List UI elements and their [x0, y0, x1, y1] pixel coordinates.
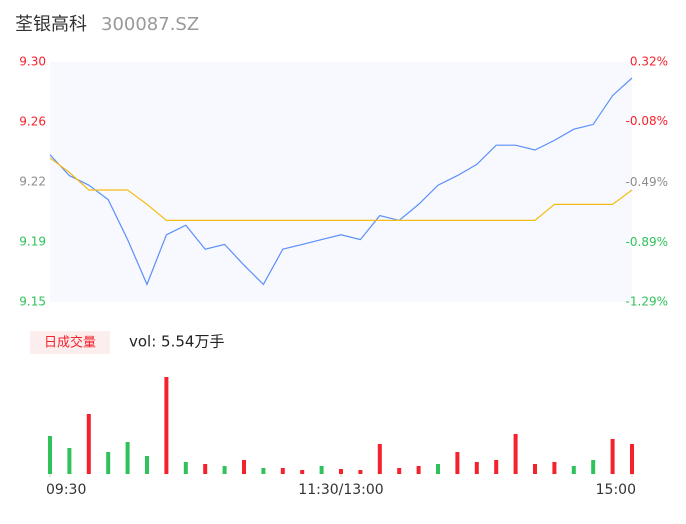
- x-tick-label: 09:30: [46, 482, 86, 498]
- y2-tick-label: -0.49%: [626, 175, 668, 189]
- volume-bar: [164, 377, 169, 474]
- volume-bar: [377, 444, 382, 474]
- volume-bar: [319, 466, 324, 474]
- price-line: [49, 157, 633, 221]
- volume-bar: [474, 462, 479, 474]
- volume-bar: [86, 414, 91, 474]
- volume-bar: [571, 466, 576, 474]
- y-tick-label: 9.30: [19, 55, 46, 69]
- volume-bar: [242, 460, 246, 474]
- volume-bar: [48, 436, 52, 474]
- volume-bar: [358, 470, 363, 474]
- y-tick-label: 9.15: [19, 295, 46, 309]
- volume-bar: [183, 462, 188, 474]
- volume-bar: [416, 466, 421, 474]
- volume-bar: [145, 456, 149, 474]
- x-tick-label: 15:00: [596, 482, 636, 498]
- volume-bar: [436, 464, 440, 474]
- y-tick-label: 9.26: [19, 115, 46, 129]
- volume-bar: [494, 460, 499, 474]
- stock-code: 300087.SZ: [101, 14, 199, 35]
- y2-tick-label: -1.29%: [626, 295, 668, 309]
- y-tick-label: 9.22: [19, 175, 46, 189]
- volume-bar: [339, 469, 343, 474]
- volume-bar: [591, 460, 596, 474]
- volume-bar: [455, 452, 460, 474]
- price-line: [49, 77, 633, 286]
- volume-label: 日成交量: [44, 335, 96, 351]
- volume-bar: [300, 470, 305, 474]
- volume-bar: [533, 464, 537, 474]
- volume-bar: [203, 464, 208, 474]
- plot-background: [50, 62, 632, 302]
- volume-bar: [610, 439, 615, 474]
- volume-bar: [261, 468, 266, 474]
- volume-total: vol: 5.54万手: [129, 333, 224, 351]
- volume-bar: [106, 452, 111, 474]
- y2-tick-label: -0.89%: [626, 235, 668, 249]
- volume-bar: [125, 442, 130, 474]
- stock-name: 荃银高科: [15, 14, 87, 35]
- y-tick-label: 9.19: [19, 235, 46, 249]
- volume-bar: [397, 468, 402, 474]
- volume-badge: [30, 331, 110, 354]
- volume-bar: [280, 468, 285, 474]
- y2-tick-label: -0.08%: [626, 114, 668, 128]
- volume-bar: [513, 434, 518, 474]
- volume-bar: [630, 444, 634, 474]
- volume-bar: [222, 466, 227, 474]
- y2-tick-label: 0.32%: [630, 55, 668, 69]
- x-tick-label: 11:30/13:00: [298, 482, 383, 498]
- volume-bar: [67, 448, 72, 474]
- volume-bar: [552, 462, 557, 474]
